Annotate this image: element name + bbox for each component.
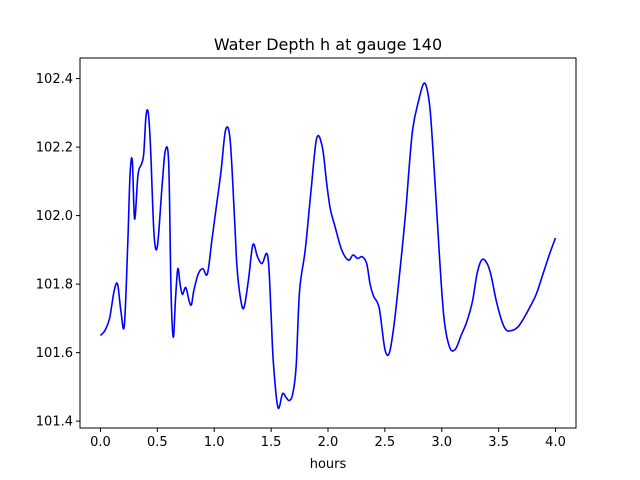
x-tick-label: 3.5 (488, 435, 509, 450)
x-axis-label: hours (310, 457, 347, 472)
y-tick-label: 102.2 (36, 141, 73, 156)
x-tick-label: 1.5 (261, 435, 282, 450)
series-line (99, 82, 557, 410)
x-tick-label: 2.5 (375, 435, 396, 450)
y-axis: 101.4 101.6 101.8 102.0 102.2 102.4 (36, 72, 80, 430)
y-tick-label: 101.8 (36, 278, 73, 293)
y-tick-label: 101.6 (36, 346, 73, 361)
x-tick-label: 3.0 (431, 435, 452, 450)
chart-title: Water Depth h at gauge 140 (214, 35, 442, 54)
x-tick-label: 1.0 (204, 435, 225, 450)
x-tick-label: 0.5 (147, 435, 168, 450)
x-tick-label: 0.0 (90, 435, 111, 450)
y-tick-label: 101.4 (36, 415, 73, 430)
y-tick-label: 102.4 (36, 72, 73, 87)
y-tick-label: 102.0 (36, 209, 73, 224)
x-tick-label: 2.0 (318, 435, 339, 450)
x-tick-label: 4.0 (545, 435, 566, 450)
plot-area (99, 82, 557, 410)
x-axis: 0.0 0.5 1.0 1.5 2.0 2.5 3.0 3.5 4.0 (90, 428, 566, 450)
